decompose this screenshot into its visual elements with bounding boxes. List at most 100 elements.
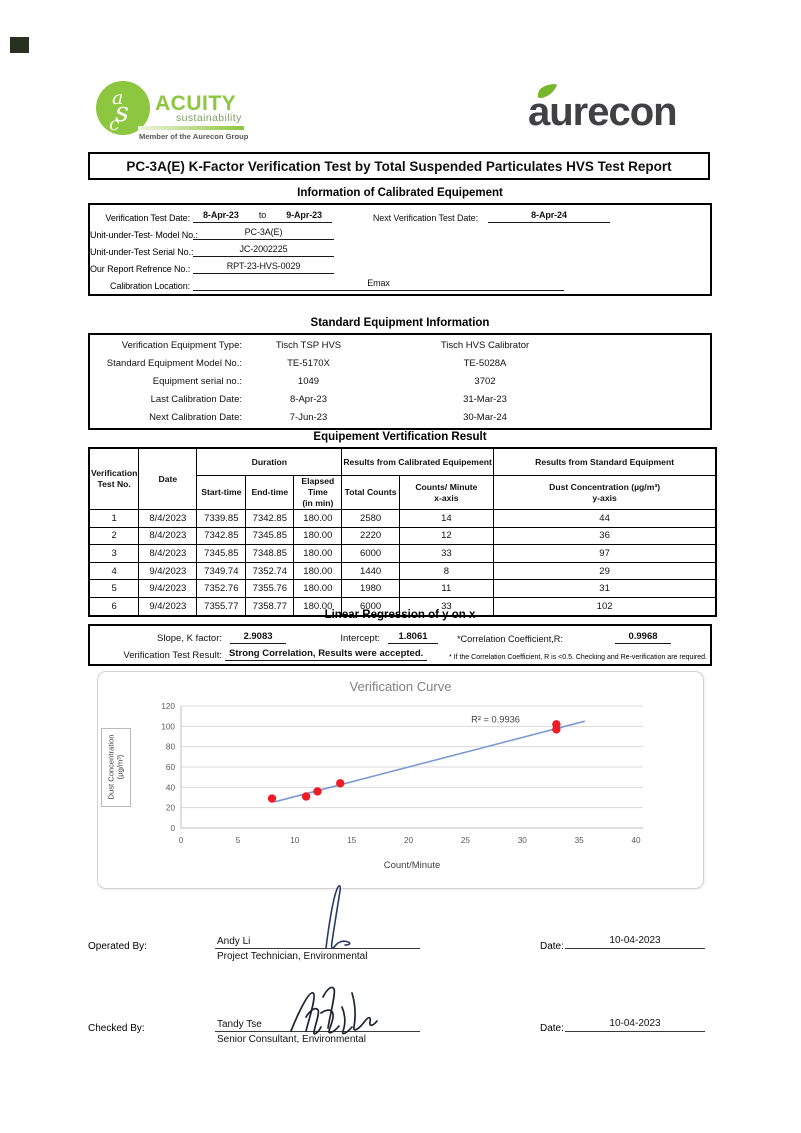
result-table-body: 1 8/4/2023 7339.85 7342.85 180.00 2580 14 44 2 8/… <box>88 509 717 617</box>
field-label: Unit-under-Test- Model No.: <box>90 230 198 240</box>
col-header-end-time: End-time <box>245 475 295 510</box>
report-title: PC-3A(E) K-Factor Verification Test by T… <box>88 152 710 180</box>
acuity-wordmark: ACUITY <box>155 92 237 115</box>
table-cell: 12 <box>398 526 494 546</box>
table-cell: 6 <box>88 596 140 617</box>
col-header-line: x-axis <box>434 492 459 503</box>
table-cell: 3 <box>88 544 140 563</box>
table-cell: 180.00 <box>293 596 343 617</box>
table-cell: 7355.76 <box>245 579 295 598</box>
table-cell: 7352.74 <box>245 561 295 581</box>
info-row-serial-no: Unit-under-Test Serial No.: JC-2002225 <box>90 242 710 257</box>
col-header-dust-concentration: Dust Concentration (µg/m³) y-axis <box>492 475 717 510</box>
field-label: Next Calibration Date: <box>149 411 242 423</box>
col-header-date: Date <box>138 447 198 510</box>
data-point <box>313 787 322 796</box>
operated-signature <box>325 885 351 949</box>
col-header-counts-per-minute: Counts/ Minute x-axis <box>398 475 494 510</box>
operated-title: Project Technician, Environmental <box>217 951 368 962</box>
table-cell: 8 <box>398 561 494 581</box>
checked-name: Tandy Tse <box>217 1019 262 1030</box>
svg-text:40: 40 <box>166 783 176 792</box>
col-header-standard-results: Results from Standard Equipment <box>492 447 717 476</box>
col-header-start-time: Start-time <box>196 475 247 510</box>
y-axis-label-line: Dust Concentration <box>106 734 116 800</box>
table-cell: 6000 <box>341 544 400 563</box>
to-word: to <box>258 210 267 220</box>
y-axis-label-line: (µg/m³) <box>115 754 125 780</box>
section-heading-standard-info: Standard Equipment Information <box>310 317 490 329</box>
acuity-logo: a s c ACUITY sustainability Member of th… <box>95 80 265 146</box>
table-cell: 7342.85 <box>245 509 295 528</box>
std-row: Verification Equipment Type: Tisch TSP H… <box>90 338 710 353</box>
table-cell: 1980 <box>341 579 400 598</box>
field-label: Verification Test Date: <box>105 213 190 223</box>
field-label: Calibration Location: <box>110 281 190 291</box>
svg-text:0: 0 <box>179 836 184 845</box>
svg-text:0: 0 <box>170 824 175 833</box>
hvs-value: 7-Jun-23 <box>289 411 328 423</box>
std-row: Next Calibration Date: 7-Jun-23 30-Mar-2… <box>90 410 710 425</box>
y-axis-label: Dust Concentration (µg/m³) <box>102 729 130 806</box>
table-row: 1 8/4/2023 7339.85 7342.85 180.00 2580 14 44 <box>88 509 717 528</box>
checked-signature <box>290 986 378 1035</box>
table-cell: 33 <box>398 544 494 563</box>
field-label: Equipment serial no.: <box>152 375 242 387</box>
table-cell: 2220 <box>341 526 400 546</box>
y-tick-labels: 0 20 40 60 80 100 120 <box>161 702 175 833</box>
table-cell: 44 <box>492 509 717 528</box>
svg-text:c: c <box>109 113 120 135</box>
table-cell: 5 <box>88 579 140 598</box>
svg-text:60: 60 <box>166 763 176 772</box>
table-cell: 7349.74 <box>196 561 247 581</box>
table-cell: 7348.85 <box>245 544 295 563</box>
svg-text:10: 10 <box>290 836 300 845</box>
table-cell: 97 <box>492 544 717 563</box>
table-cell: 7352.76 <box>196 579 247 598</box>
table-cell: 7339.85 <box>196 509 247 528</box>
table-cell: 9/4/2023 <box>138 561 198 581</box>
checked-by-label: Checked By: <box>88 1023 145 1034</box>
info-row-model-no: Unit-under-Test- Model No.: PC-3A(E) <box>90 225 710 240</box>
table-cell: 180.00 <box>293 544 343 563</box>
table-cell: 180.00 <box>293 579 343 598</box>
table-cell: 8/4/2023 <box>138 544 198 563</box>
table-cell: 7345.85 <box>245 526 295 546</box>
field-label: Verification Test Result: <box>123 649 222 661</box>
table-row: 2 8/4/2023 7342.85 7345.85 180.00 2220 12 36 <box>88 526 717 546</box>
calibrator-value: Tisch HVS Calibrator <box>440 340 530 352</box>
info-row-report-ref: Our Report Refrence No.: RPT-23-HVS-0029 <box>90 259 710 274</box>
table-cell: 14 <box>398 509 494 528</box>
checked-title: Senior Consultant, Environmental <box>217 1034 366 1045</box>
col-header-line: y-axis <box>592 492 617 503</box>
svg-text:25: 25 <box>461 836 471 845</box>
table-cell: 180.00 <box>293 526 343 546</box>
data-points <box>267 720 561 803</box>
field-label: Standard Equipment Model No.: <box>106 358 242 370</box>
chart-title: Verification Curve <box>349 679 452 694</box>
data-point <box>552 720 561 729</box>
hvs-value: 8-Apr-23 <box>290 393 327 405</box>
operated-by-label: Operated By: <box>88 941 147 952</box>
checked-date-value: 10-04-2023 <box>565 1017 705 1032</box>
col-header-line: Dust Concentration (µg/m³) <box>549 481 661 492</box>
aurecon-wordmark: aurecon <box>528 90 678 134</box>
table-cell: 4 <box>88 561 140 581</box>
table-cell: 2580 <box>341 509 400 528</box>
regression-result-row: Verification Test Result: Strong Correla… <box>90 647 710 661</box>
table-header-row: Verification Test No. Date Duration Resu… <box>88 447 717 510</box>
table-cell: 1440 <box>341 561 400 581</box>
std-row: Standard Equipment Model No.: TE-5170X T… <box>90 356 710 371</box>
field-label: Next Verification Test Date: <box>372 213 478 223</box>
svg-text:30: 30 <box>518 836 528 845</box>
svg-text:120: 120 <box>161 702 175 711</box>
acuity-green-bar <box>138 126 244 130</box>
section-heading-regression: Linear Regression of y on x <box>324 609 476 621</box>
aurecon-logo: aurecon <box>528 84 708 140</box>
data-point <box>267 794 277 803</box>
info-row-test-date: Verification Test Date: 8-Apr-23 to 9-Ap… <box>90 208 710 223</box>
data-point <box>301 792 311 801</box>
correlation-value: 0.9968 <box>615 630 671 644</box>
field-label: Unit-under-Test Serial No.: <box>90 247 194 257</box>
